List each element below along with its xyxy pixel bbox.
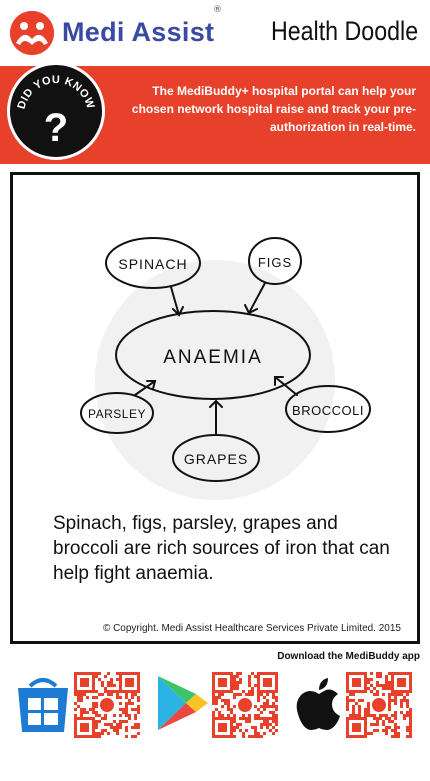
center-bubble: [115, 310, 311, 400]
spinach-arrowhead: [172, 306, 184, 317]
item-label: SPINACH: [118, 256, 187, 272]
banner-message: The MediBuddy+ hospital portal can help …: [131, 84, 416, 134]
broccoli-arrow: [274, 376, 298, 396]
registered-mark: ®: [213, 5, 222, 15]
anaemia-doodle: ANAEMIA SPINACH FIGS PARSLEY GRAPES BROC…: [80, 237, 371, 500]
parsley-bubble: [80, 392, 154, 434]
windows-store-icon[interactable]: [12, 672, 74, 734]
qr-code-windows[interactable]: [74, 672, 140, 738]
did-you-know-badge: DID YOU KNOW ?: [7, 62, 105, 160]
medi-assist-logo-icon: [10, 11, 54, 55]
spinach-arrow: [170, 286, 180, 316]
download-label: Download the MediBuddy app: [277, 651, 420, 662]
doodle-caption: Spinach, figs, parsley, grapes and brocc…: [53, 513, 390, 584]
qr-code-android[interactable]: [212, 672, 278, 738]
figs-arrowhead: [244, 304, 258, 315]
grapes-arrowhead: [209, 399, 223, 408]
spinach-bubble: [105, 237, 201, 289]
parsley-arrow: [134, 380, 156, 396]
broccoli-bubble: [285, 385, 371, 433]
qr-code-ios[interactable]: [346, 672, 412, 738]
question-mark-icon: ?: [44, 106, 68, 150]
header: Medi Assist ® Health Doodle: [0, 0, 430, 66]
google-play-icon[interactable]: [150, 672, 212, 734]
item-label: FIGS: [258, 255, 292, 270]
page-title: Health Doodle: [270, 16, 418, 46]
parsley-arrowhead: [146, 380, 157, 390]
item-label: GRAPES: [184, 451, 248, 467]
item-label: BROCCOLI: [292, 403, 364, 418]
item-label: PARSLEY: [88, 407, 146, 421]
apple-icon[interactable]: [288, 672, 350, 734]
figs-bubble: [248, 237, 302, 285]
center-label: ANAEMIA: [163, 347, 263, 368]
doodle-card: ANAEMIA SPINACH FIGS PARSLEY GRAPES BROC…: [10, 172, 420, 644]
brand-name: Medi Assist: [62, 17, 215, 47]
copyright-notice: © Copyright. Medi Assist Healthcare Serv…: [102, 623, 401, 634]
broccoli-arrowhead: [274, 376, 284, 386]
figs-arrow: [248, 282, 266, 314]
